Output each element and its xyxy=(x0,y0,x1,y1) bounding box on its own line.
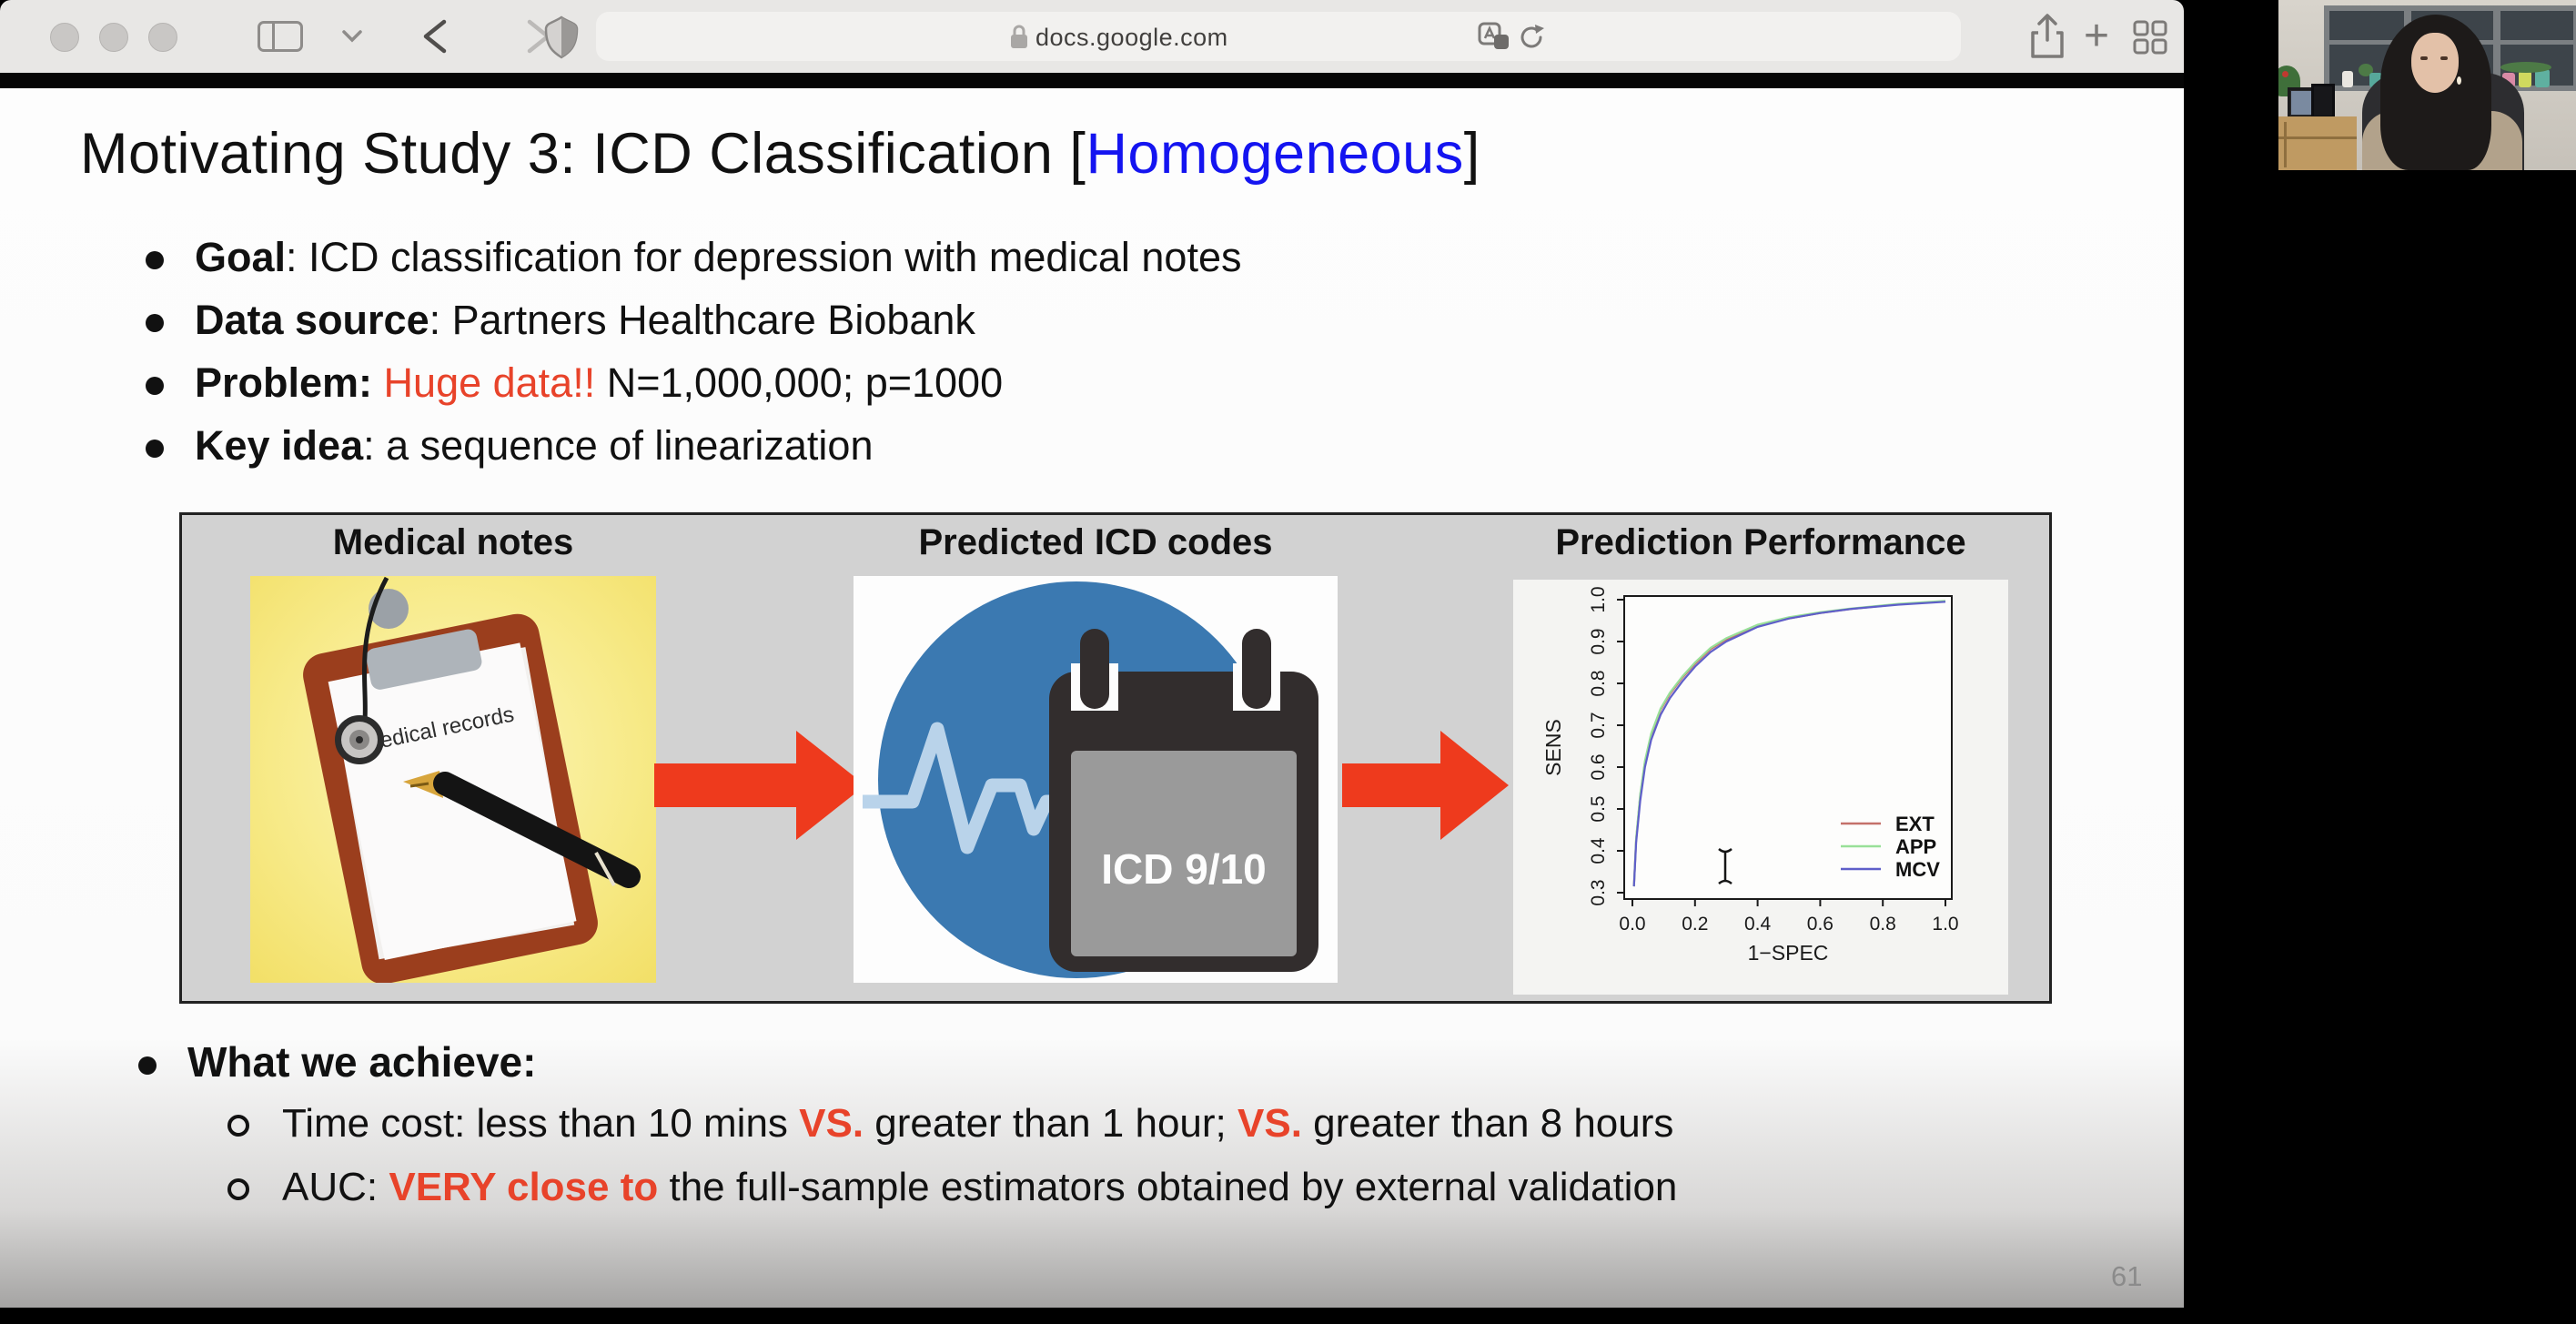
person-eye xyxy=(2420,56,2428,60)
bullet-icon xyxy=(146,314,164,333)
cabinet-line xyxy=(2278,136,2357,139)
diagram-header-performance: Prediction Performance xyxy=(1555,522,1966,562)
ecg-line xyxy=(863,722,1063,854)
window-zoom-button[interactable] xyxy=(148,23,177,52)
diagram-header-icd-codes: Predicted ICD codes xyxy=(918,522,1273,562)
svg-text:0.5: 0.5 xyxy=(1588,795,1609,822)
achieve-item: AUC: VERY close to the full-sample estim… xyxy=(227,1165,1677,1210)
earring xyxy=(2457,76,2461,85)
cabinet-line xyxy=(2284,122,2287,167)
svg-text:0.8: 0.8 xyxy=(1588,670,1609,696)
browser-toolbar: docs.google.com + xyxy=(0,0,2184,74)
svg-text:1.0: 1.0 xyxy=(1932,914,1958,935)
bullet-icon xyxy=(146,377,164,396)
diagram-panel: Medical notes Predicted ICD codes Predic… xyxy=(179,512,2052,1004)
roc-chart: 0.0 0.2 0.4 0.6 0.8 1.0 0.3 0.4 0.5 0.6 0.7 0.8 0.9 1… xyxy=(1513,580,2008,995)
svg-text:0.2: 0.2 xyxy=(1682,914,1708,935)
svg-text:0.0: 0.0 xyxy=(1619,914,1645,935)
privacy-shield-icon[interactable] xyxy=(540,15,582,60)
stethoscope xyxy=(335,576,389,764)
flower xyxy=(2282,71,2288,77)
arrow-right-icon xyxy=(1342,731,1509,840)
svg-text:0.7: 0.7 xyxy=(1588,712,1609,738)
page-number: 61 xyxy=(2111,1260,2143,1292)
bullet-item: Data source: Partners Healthcare Biobank xyxy=(146,297,975,344)
hollow-bullet-icon xyxy=(227,1115,249,1137)
bullet-item: Problem: Huge data!! N=1,000,000; p=1000 xyxy=(146,359,1003,407)
photo xyxy=(2291,91,2311,115)
tab-overview-button[interactable] xyxy=(2131,18,2171,58)
plant-pot xyxy=(2535,69,2550,87)
plant xyxy=(2500,62,2551,73)
lock-icon xyxy=(1011,25,1027,48)
slide-content: Motivating Study 3: ICD Classification [… xyxy=(0,88,2184,1308)
svg-text:0.8: 0.8 xyxy=(1870,914,1896,935)
cabinet xyxy=(2278,116,2357,170)
svg-text:EXT: EXT xyxy=(1895,813,1935,835)
sidebar-toggle-icon[interactable] xyxy=(258,21,303,52)
svg-text:0.4: 0.4 xyxy=(1588,837,1609,864)
svg-text:0.6: 0.6 xyxy=(1588,753,1609,780)
icd-codes-illustration: ICD 9/10 xyxy=(854,576,1338,983)
window-close-button[interactable] xyxy=(50,23,79,52)
achieve-heading: What we achieve: xyxy=(138,1037,536,1086)
fountain-pen xyxy=(403,771,641,888)
person-face xyxy=(2411,33,2459,93)
bullet-icon xyxy=(146,440,164,459)
browser-window: docs.google.com + xyxy=(0,0,2184,1308)
plant-pot xyxy=(2519,71,2531,87)
letterbox-divider xyxy=(0,73,2184,88)
back-button[interactable] xyxy=(417,16,453,56)
translate-icon[interactable] xyxy=(1478,22,1510,53)
chevron-down-icon[interactable] xyxy=(338,27,366,45)
title-highlight: Homogeneous xyxy=(1086,122,1464,186)
bullet-icon xyxy=(146,251,164,270)
svg-text:0.3: 0.3 xyxy=(1588,879,1609,905)
svg-text:0.6: 0.6 xyxy=(1807,914,1834,935)
photo-frame xyxy=(2311,84,2335,118)
svg-text:APP: APP xyxy=(1895,835,1936,858)
slide-title: Motivating Study 3: ICD Classification [… xyxy=(80,122,1480,186)
bullet-item: Key idea: a sequence of linearization xyxy=(146,422,873,470)
achieve-item: Time cost: less than 10 mins VS. greater… xyxy=(227,1101,1673,1147)
window-minimize-button[interactable] xyxy=(99,23,128,52)
bullet-item: Goal: ICD classification for depression … xyxy=(146,234,1241,281)
calendar-icon: ICD 9/10 xyxy=(1049,629,1318,972)
svg-text:SENS: SENS xyxy=(1541,719,1565,776)
reload-button[interactable] xyxy=(1516,22,1547,53)
svg-text:MCV: MCV xyxy=(1895,858,1940,881)
window-mullion xyxy=(2493,7,2500,89)
hollow-bullet-icon xyxy=(227,1178,249,1201)
svg-text:0.4: 0.4 xyxy=(1744,914,1772,935)
text-cursor xyxy=(1718,848,1732,884)
share-button[interactable] xyxy=(2027,13,2067,60)
new-tab-button[interactable]: + xyxy=(2084,12,2110,60)
person-eye xyxy=(2440,56,2448,60)
diagram-header-medical-notes: Medical notes xyxy=(332,522,574,562)
svg-text:1−SPEC: 1−SPEC xyxy=(1748,941,1829,965)
webcam-video xyxy=(2278,0,2576,170)
address-bar[interactable] xyxy=(596,12,1961,61)
plant-pot xyxy=(2342,71,2353,87)
svg-text:0.9: 0.9 xyxy=(1588,628,1609,654)
arrow-right-icon xyxy=(654,731,865,840)
roc-chart-svg: 0.0 0.2 0.4 0.6 0.8 1.0 0.3 0.4 0.5 0.6 0.7 0.8 0.9 1… xyxy=(1541,586,1959,965)
svg-text:1.0: 1.0 xyxy=(1588,586,1609,612)
medical-notes-illustration: Medical records xyxy=(250,576,656,983)
bullet-icon xyxy=(138,1056,157,1075)
calendar-label: ICD 9/10 xyxy=(1101,845,1267,893)
url-text: docs.google.com xyxy=(1035,24,1228,51)
